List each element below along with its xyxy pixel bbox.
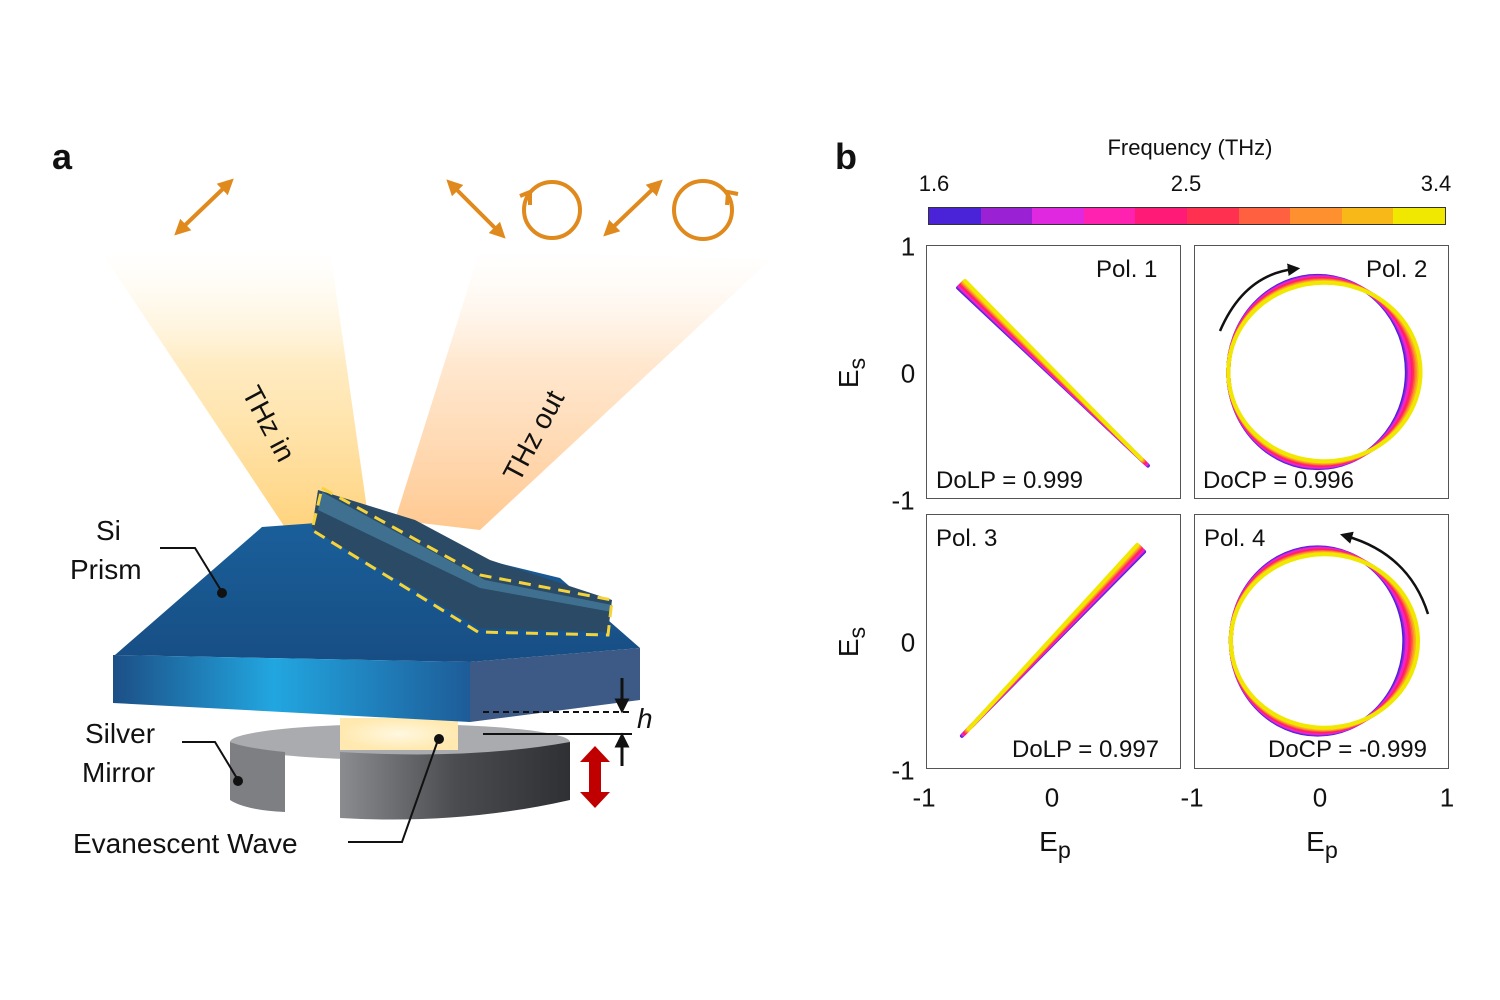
clockwise-arrow-icon — [1218, 263, 1301, 332]
x-axis-label-sub: p — [1057, 836, 1071, 863]
linear-antidiagonal-arrow-icon — [446, 179, 506, 239]
subplot-pol-3 — [926, 514, 1181, 769]
colorbar-max-label: 3.4 — [1420, 171, 1452, 196]
colorbar-segment — [929, 208, 981, 224]
colorbar-segment — [1238, 208, 1291, 224]
linear-diagonal-arrow-icon — [603, 179, 663, 237]
colorbar-min-label: 1.6 — [918, 171, 950, 196]
circular-arrow-icon — [672, 179, 739, 241]
colorbar-segment — [1393, 208, 1445, 224]
silver-mirror-label-line2: Mirror — [82, 757, 156, 788]
x-axis-label-text: E — [1306, 826, 1325, 858]
colorbar-segment — [1341, 208, 1394, 224]
colorbar-mid-label: 2.5 — [1170, 171, 1202, 196]
y-axis-label-text: E — [833, 638, 865, 658]
colorbar-segment — [980, 208, 1033, 224]
frequency-colorbar — [928, 207, 1446, 225]
x-tick-left-neg1: -1 — [912, 782, 936, 813]
gap-h-label: h — [637, 703, 653, 734]
pol-1-dolp: DoLP = 0.999 — [936, 467, 1084, 494]
colorbar-segment — [1083, 208, 1136, 224]
y-tick-bottom-0: 0 — [900, 627, 916, 658]
mirror-translation-arrow-icon — [580, 746, 610, 808]
circular-arrow-icon — [519, 180, 582, 240]
y-tick-top-1: 1 — [900, 231, 916, 262]
thz-in-beam — [100, 250, 370, 535]
x-tick-right-neg1: -1 — [1180, 782, 1204, 813]
panel-b-label: b — [835, 136, 857, 177]
subplot-pol-4 — [1194, 514, 1449, 769]
pol-4-title: Pol. 4 — [1204, 525, 1266, 552]
colorbar-segment — [1290, 208, 1342, 224]
y-axis-label-bottom: Es — [833, 627, 871, 657]
evanescent-wave-label: Evanescent Wave — [73, 828, 298, 859]
pol-2-docp: DoCP = 0.996 — [1203, 467, 1354, 494]
colorbar-title: Frequency (THz) — [1107, 135, 1273, 160]
subplot-pol-2 — [1194, 245, 1449, 499]
panel-a-label: a — [52, 136, 73, 177]
pol-4-docp: DoCP = -0.999 — [1268, 736, 1427, 763]
pol-4-trace — [1228, 552, 1421, 730]
pol-2-title: Pol. 2 — [1366, 256, 1428, 283]
pol-3-trace — [966, 542, 1140, 732]
pol-3-dolp: DoLP = 0.997 — [1012, 736, 1160, 763]
sample-stack — [310, 485, 614, 637]
y-axis-label-text: E — [833, 369, 865, 389]
y-axis-label-sub: s — [843, 626, 870, 639]
x-axis-label-right: Ep — [1306, 826, 1338, 864]
colorbar-segment — [1186, 208, 1239, 224]
linear-diagonal-arrow-icon — [174, 178, 234, 236]
pol-3-title: Pol. 3 — [936, 525, 998, 552]
x-tick-right-0: 0 — [1312, 782, 1328, 813]
counterclockwise-arrow-icon — [1339, 531, 1430, 615]
si-prism-label-line1: Si — [96, 515, 121, 546]
x-tick-left-0: 0 — [1044, 782, 1060, 813]
y-tick-top-neg1: -1 — [891, 485, 915, 516]
x-axis-label-left: Ep — [1039, 826, 1071, 864]
y-axis-label-top: Es — [833, 358, 871, 388]
x-axis-label-text: E — [1039, 826, 1058, 858]
thz-out-beam — [395, 250, 770, 530]
y-tick-bottom-neg1: -1 — [891, 755, 915, 786]
silver-mirror-label-line1: Silver — [85, 718, 156, 749]
pol-1-title: Pol. 1 — [1096, 256, 1158, 283]
y-tick-top-0: 0 — [900, 358, 916, 389]
evanescent-wave-glow — [340, 718, 458, 750]
subplot-pol-1 — [926, 245, 1181, 499]
colorbar-segment — [1032, 208, 1084, 224]
colorbar-segment — [1135, 208, 1187, 224]
x-tick-right-1: 1 — [1439, 782, 1455, 813]
pol-1-trace — [962, 278, 1144, 461]
x-axis-label-sub: p — [1324, 836, 1338, 863]
y-axis-label-sub: s — [843, 357, 870, 370]
si-prism-label-line2: Prism — [70, 554, 142, 585]
pol-2-trace — [1226, 280, 1423, 464]
